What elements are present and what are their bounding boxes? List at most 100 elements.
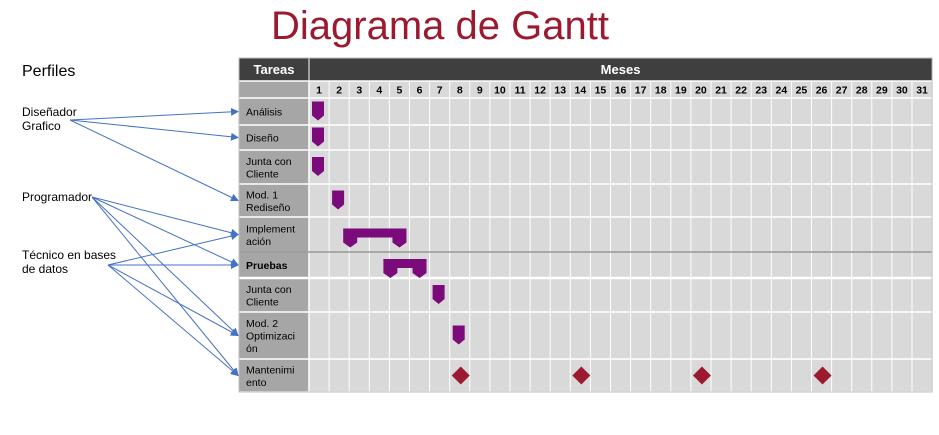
day-label: 4 xyxy=(376,85,382,97)
assignment-arrow xyxy=(91,196,239,377)
header-band xyxy=(239,58,933,81)
profile-label-line: Grafico xyxy=(22,119,61,133)
day-label: 29 xyxy=(876,85,888,97)
day-header-task-cell xyxy=(239,81,309,98)
milestone-marker xyxy=(813,366,832,385)
task-bar xyxy=(312,127,324,147)
day-header-band xyxy=(309,81,933,98)
day-label: 10 xyxy=(494,85,506,97)
assignment-arrow xyxy=(91,196,239,266)
day-label: 9 xyxy=(477,85,483,97)
task-row-grid xyxy=(309,125,933,150)
task-cell xyxy=(239,184,309,217)
task-cell xyxy=(239,252,309,278)
task-label: Mod. 2 xyxy=(246,318,278,330)
day-label: 15 xyxy=(595,85,607,97)
task-label: Cliente xyxy=(246,168,279,180)
task-row-grid xyxy=(309,312,933,359)
assignment-arrow xyxy=(107,264,239,336)
day-label: 28 xyxy=(856,85,868,97)
task-label: Mod. 1 xyxy=(246,189,278,201)
task-label: Pruebas xyxy=(246,260,288,272)
task-row-grid xyxy=(309,150,933,184)
task-label: Junta con xyxy=(246,156,292,168)
day-label: 30 xyxy=(896,85,908,97)
day-label: 21 xyxy=(715,85,727,97)
day-label: 14 xyxy=(575,85,587,97)
task-row-grid xyxy=(309,98,933,125)
assignment-arrow xyxy=(107,264,239,377)
day-label: 23 xyxy=(755,85,767,97)
task-bar xyxy=(432,285,445,304)
task-cell xyxy=(239,150,309,184)
day-label: 3 xyxy=(356,85,362,97)
day-label: 22 xyxy=(735,85,747,97)
day-label: 18 xyxy=(655,85,667,97)
milestone-marker xyxy=(451,366,470,385)
day-label: 12 xyxy=(534,85,546,97)
assignment-arrow xyxy=(69,119,239,202)
task-label: ación xyxy=(246,236,271,248)
task-label: Optimizaci xyxy=(246,331,295,343)
task-bar xyxy=(343,228,407,248)
day-label: 19 xyxy=(675,85,687,97)
page-title: Diagrama de Gantt xyxy=(271,4,609,48)
task-row-grid xyxy=(309,217,933,252)
profile-label-line: Programador xyxy=(22,190,93,204)
task-cell xyxy=(239,125,309,150)
task-bar xyxy=(312,157,324,176)
assignment-arrow xyxy=(91,196,239,337)
task-cell xyxy=(239,217,309,252)
task-label: Análisis xyxy=(246,107,282,119)
task-row-grid xyxy=(309,184,933,217)
profile-programador: Programador xyxy=(22,190,92,204)
assignment-arrow xyxy=(91,196,239,237)
task-label: Rediseño xyxy=(246,202,291,214)
day-label: 17 xyxy=(635,85,647,97)
task-bar xyxy=(332,190,345,210)
day-label: 20 xyxy=(695,85,707,97)
day-label: 13 xyxy=(554,85,566,97)
milestone-marker xyxy=(572,366,591,385)
profile-label-line: Técnico en bases xyxy=(22,248,117,262)
day-label: 24 xyxy=(776,85,788,97)
task-bar xyxy=(452,325,465,345)
task-label: ento xyxy=(246,377,267,389)
day-label: 5 xyxy=(397,85,403,97)
task-label: Diseño xyxy=(246,133,279,145)
profiles-heading: Perfiles xyxy=(22,63,76,80)
day-label: 6 xyxy=(417,85,423,97)
task-cell xyxy=(239,312,309,359)
milestone-marker xyxy=(692,366,711,385)
task-row-grid xyxy=(309,278,933,312)
tasks-header: Tareas xyxy=(254,62,295,77)
day-label: 16 xyxy=(615,85,627,97)
assignment-arrow xyxy=(69,107,239,121)
task-cell xyxy=(239,359,309,392)
assignment-arrow xyxy=(107,232,239,266)
task-label: Junta con xyxy=(246,284,292,296)
day-label: 25 xyxy=(796,85,808,97)
day-label: 8 xyxy=(457,85,463,97)
task-cell xyxy=(239,98,309,125)
task-label: Cliente xyxy=(246,296,279,308)
assignment-arrow xyxy=(69,119,239,141)
task-bar xyxy=(312,101,324,121)
task-label: ón xyxy=(246,343,258,355)
task-cell xyxy=(239,278,309,312)
profile-tecnico-bases-datos: Técnico en bases de datos xyxy=(22,248,116,276)
task-label: Mantenimi xyxy=(246,364,294,376)
profile-disenador-grafico: Diseñador Grafico xyxy=(22,105,77,133)
profile-label-line: Diseñador xyxy=(22,105,77,119)
table-border xyxy=(238,57,933,393)
day-label: 1 xyxy=(316,85,322,97)
months-header: Meses xyxy=(601,62,641,77)
task-label: Implement xyxy=(246,223,295,235)
day-label: 11 xyxy=(514,85,525,97)
day-label: 7 xyxy=(437,85,443,97)
profile-label-line: de datos xyxy=(22,262,69,276)
day-label: 31 xyxy=(916,85,928,97)
day-label: 2 xyxy=(336,85,342,97)
